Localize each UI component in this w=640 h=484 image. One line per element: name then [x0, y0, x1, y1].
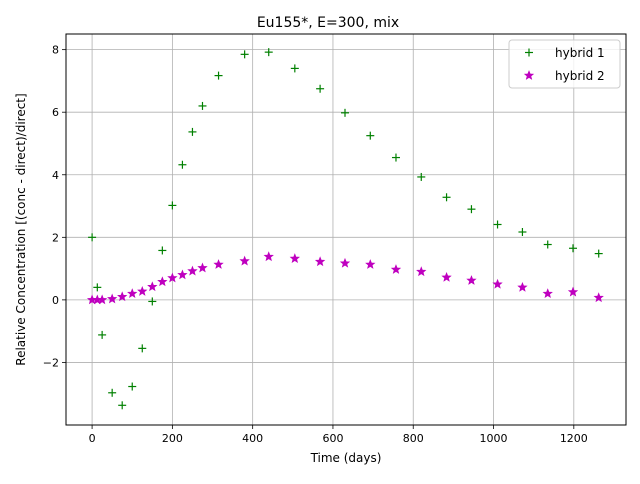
y-axis-label: Relative Concentration [(conc - direct)/…: [14, 93, 28, 365]
data-point: [290, 64, 299, 73]
data-point: [339, 257, 351, 268]
data-point: [391, 153, 400, 162]
data-point: [168, 201, 177, 210]
data-point: [569, 244, 578, 253]
data-point: [567, 286, 579, 297]
data-point: [365, 259, 376, 269]
data-points: [86, 48, 604, 410]
data-point: [98, 330, 107, 339]
data-point: [127, 288, 138, 299]
legend: hybrid 1 hybrid 2: [508, 39, 621, 89]
legend-label-hybrid-1: hybrid 1: [555, 46, 605, 60]
data-point: [466, 275, 477, 285]
data-point: [178, 160, 187, 169]
data-point: [148, 297, 157, 306]
legend-label-hybrid-2: hybrid 2: [555, 69, 605, 83]
x-tick-label: 400: [242, 432, 263, 445]
data-point: [442, 193, 451, 202]
data-point: [117, 291, 128, 302]
data-point: [239, 255, 250, 266]
data-point: [147, 281, 158, 292]
plot-area-frame: [65, 33, 627, 426]
y-tick-label: 8: [52, 44, 59, 57]
series-2: [86, 251, 604, 305]
data-point: [157, 276, 168, 287]
data-point: [107, 293, 118, 304]
data-point: [593, 292, 604, 303]
data-point: [93, 283, 102, 292]
data-point: [289, 253, 300, 263]
data-point: [167, 272, 178, 283]
y-tick-label: 4: [52, 169, 59, 182]
data-point: [137, 286, 148, 296]
series-1: [88, 48, 603, 410]
data-point: [118, 401, 127, 410]
legend-marker: [523, 70, 535, 80]
data-point: [138, 344, 147, 353]
x-tick-label: 0: [89, 432, 96, 445]
data-point: [390, 264, 402, 274]
data-point: [314, 256, 326, 267]
data-point: [263, 251, 274, 262]
data-point: [187, 265, 198, 276]
data-point: [517, 281, 528, 292]
y-tick-label: 0: [52, 294, 59, 307]
legend-marker-hybrid-1: [525, 48, 533, 57]
data-point: [264, 48, 273, 57]
data-point: [158, 246, 167, 255]
data-point: [188, 127, 197, 136]
data-point: [366, 131, 375, 140]
legend-marker: [525, 48, 533, 57]
x-tick-label: 1200: [560, 432, 588, 445]
data-point: [417, 172, 426, 181]
data-point: [240, 50, 249, 59]
data-point: [213, 259, 224, 269]
data-point: [518, 228, 527, 237]
data-point: [492, 278, 503, 289]
data-point: [542, 288, 553, 299]
x-tick-label: 600: [322, 432, 343, 445]
data-point: [108, 388, 117, 397]
data-point: [316, 84, 325, 93]
x-tick-label: 1000: [480, 432, 508, 445]
y-tick-label: 6: [52, 106, 59, 119]
data-point: [198, 101, 207, 110]
legend-marker-hybrid-2: [523, 70, 535, 80]
chart-title: Eu155*, E=300, mix: [257, 15, 399, 31]
data-point: [441, 271, 452, 282]
x-axis-label: Time (days): [310, 451, 382, 465]
data-point: [340, 108, 349, 117]
data-point: [467, 205, 476, 214]
data-point: [128, 382, 137, 391]
data-point: [177, 269, 188, 280]
grid: [66, 34, 626, 425]
data-point: [197, 262, 208, 273]
data-point: [96, 294, 108, 305]
data-point: [493, 220, 502, 229]
data-point: [594, 249, 603, 258]
x-tick-label: 800: [403, 432, 424, 445]
x-tick-label: 200: [162, 432, 183, 445]
data-point: [88, 233, 97, 242]
y-tick-label: −2: [43, 356, 59, 369]
data-point: [543, 240, 552, 249]
axes: 0 200 400 600 800 1000 1200 −2 0 2 4 6 8: [43, 44, 588, 445]
legend-box: [508, 39, 621, 89]
y-tick-label: 2: [52, 231, 59, 244]
data-point: [416, 266, 427, 277]
data-point: [214, 71, 223, 80]
